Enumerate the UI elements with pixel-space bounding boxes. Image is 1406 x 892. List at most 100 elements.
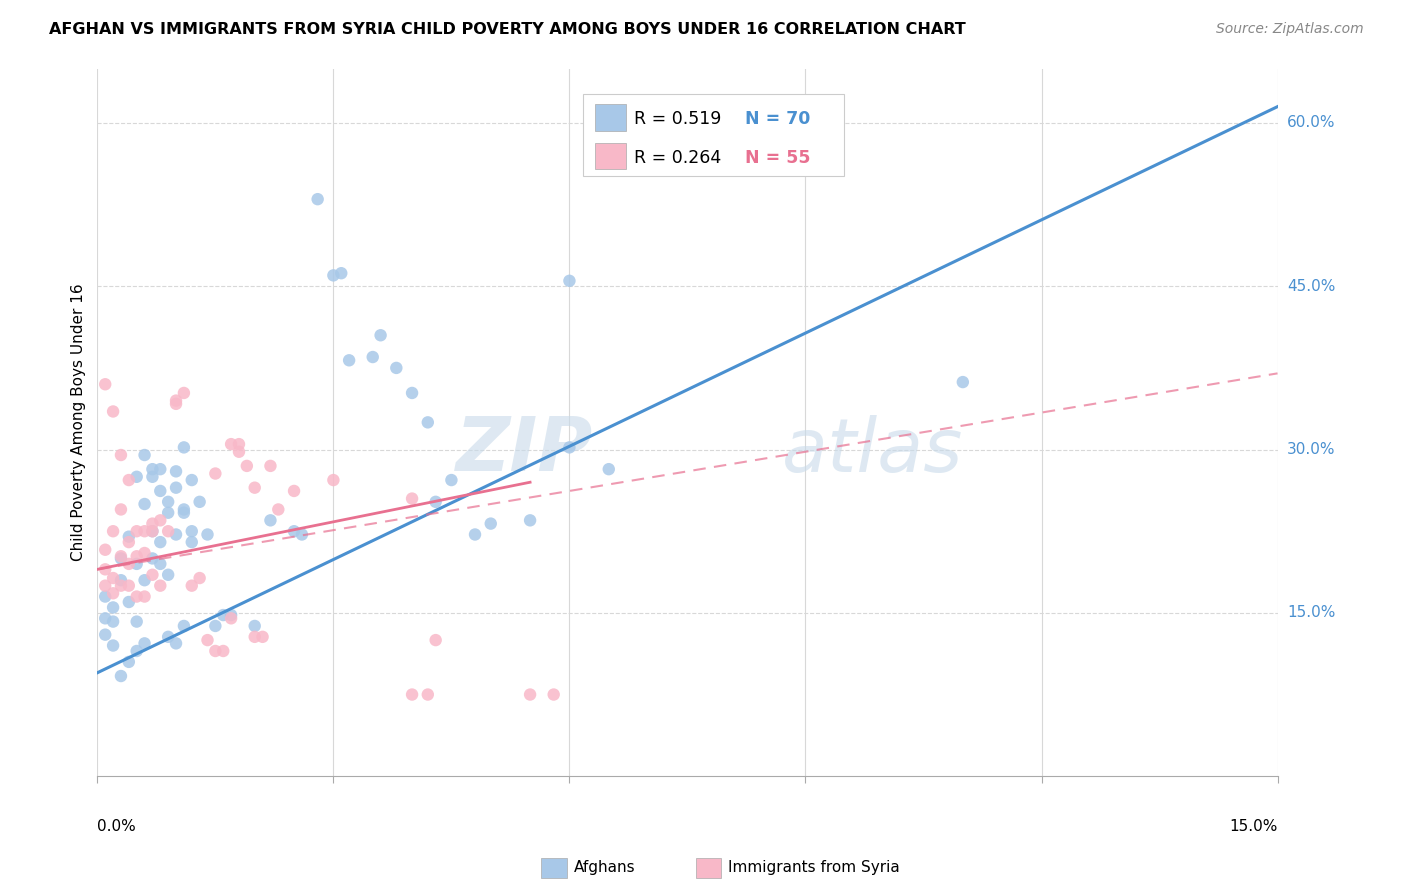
Point — [134, 590, 156, 604]
Point — [118, 579, 141, 593]
Point — [125, 549, 148, 564]
Point — [94, 542, 117, 557]
Point — [118, 530, 141, 544]
Point — [134, 573, 156, 587]
Point — [322, 268, 344, 283]
Point — [125, 470, 148, 484]
Point — [134, 524, 156, 539]
Point — [165, 464, 187, 478]
Point — [125, 557, 148, 571]
Point — [141, 567, 163, 582]
Point — [204, 467, 226, 481]
Text: N = 70: N = 70 — [745, 110, 810, 128]
Point — [252, 630, 274, 644]
Text: R = 0.519: R = 0.519 — [634, 110, 721, 128]
Point — [118, 473, 141, 487]
Point — [125, 590, 148, 604]
Point — [558, 274, 581, 288]
Point — [149, 513, 172, 527]
Point — [165, 393, 187, 408]
Point — [134, 546, 156, 560]
Point — [141, 470, 163, 484]
Point — [110, 549, 132, 564]
Point — [259, 458, 281, 473]
Point — [173, 502, 195, 516]
Text: R = 0.264: R = 0.264 — [634, 149, 721, 167]
Point — [267, 502, 290, 516]
Text: 45.0%: 45.0% — [1286, 279, 1336, 293]
Point — [197, 633, 219, 648]
Point — [243, 619, 266, 633]
Text: 0.0%: 0.0% — [97, 819, 136, 834]
Point — [598, 462, 620, 476]
Point — [157, 630, 180, 644]
Point — [370, 328, 392, 343]
Point — [101, 571, 124, 585]
Point — [110, 579, 132, 593]
Text: 15.0%: 15.0% — [1286, 606, 1336, 620]
Point — [212, 644, 235, 658]
Point — [519, 513, 541, 527]
Point — [219, 608, 242, 623]
Point — [173, 619, 195, 633]
Y-axis label: Child Poverty Among Boys Under 16: Child Poverty Among Boys Under 16 — [72, 284, 86, 561]
Point — [416, 415, 439, 429]
Point — [401, 386, 423, 401]
Point — [134, 636, 156, 650]
Point — [101, 639, 124, 653]
Point — [125, 524, 148, 539]
Point — [322, 473, 344, 487]
Point — [149, 579, 172, 593]
Point — [94, 562, 117, 576]
Point — [464, 527, 486, 541]
Point — [101, 615, 124, 629]
Point — [94, 579, 117, 593]
Point — [141, 516, 163, 531]
Text: ZIP: ZIP — [456, 414, 593, 487]
Text: Immigrants from Syria: Immigrants from Syria — [728, 860, 900, 874]
Point — [141, 524, 163, 539]
Point — [118, 535, 141, 549]
Point — [110, 573, 132, 587]
Point — [149, 462, 172, 476]
Point — [228, 437, 250, 451]
Point — [401, 491, 423, 506]
Point — [110, 502, 132, 516]
Point — [125, 644, 148, 658]
Point — [243, 481, 266, 495]
Point — [101, 524, 124, 539]
Point — [543, 688, 565, 702]
Point — [165, 397, 187, 411]
Point — [236, 458, 259, 473]
Point — [204, 619, 226, 633]
Point — [157, 506, 180, 520]
Point — [149, 535, 172, 549]
Point — [307, 192, 329, 206]
Point — [110, 669, 132, 683]
Text: 15.0%: 15.0% — [1229, 819, 1278, 834]
Text: N = 55: N = 55 — [745, 149, 811, 167]
Point — [157, 495, 180, 509]
Point — [141, 462, 163, 476]
Point — [291, 527, 314, 541]
Point — [361, 350, 384, 364]
Point — [416, 688, 439, 702]
Point — [337, 353, 360, 368]
Point — [283, 524, 305, 539]
Point — [94, 627, 117, 641]
Point — [94, 377, 117, 392]
Point — [157, 567, 180, 582]
Point — [243, 630, 266, 644]
Point — [425, 495, 447, 509]
Text: Afghans: Afghans — [574, 860, 636, 874]
Point — [212, 608, 235, 623]
Point — [219, 611, 242, 625]
Point — [157, 524, 180, 539]
Text: 60.0%: 60.0% — [1286, 115, 1336, 130]
Point — [134, 448, 156, 462]
Point — [110, 448, 132, 462]
Point — [197, 527, 219, 541]
Point — [149, 557, 172, 571]
Point — [149, 483, 172, 498]
Point — [165, 527, 187, 541]
